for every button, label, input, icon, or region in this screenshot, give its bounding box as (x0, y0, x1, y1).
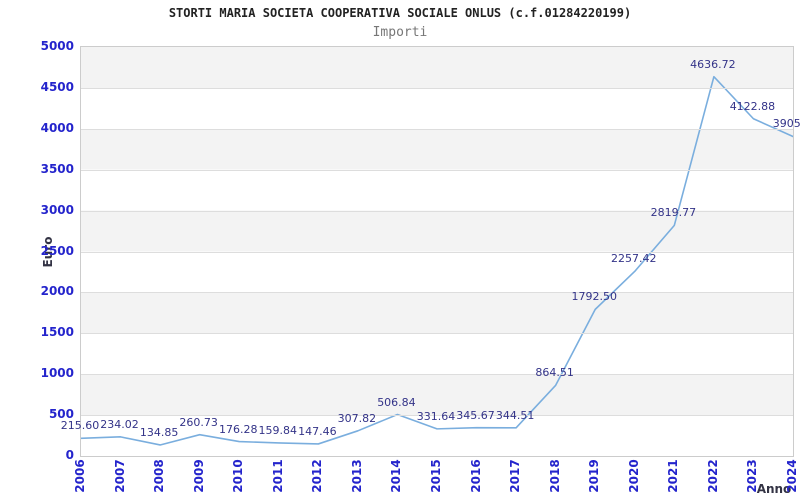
x-tick-label: 2021 (666, 459, 681, 493)
chart-title: STORTI MARIA SOCIETA COOPERATIVA SOCIALE… (168, 6, 632, 20)
gridline (81, 251, 793, 253)
y-tick-label: 5000 (40, 39, 74, 53)
y-tick-label: 4500 (40, 79, 74, 94)
y-tick-label: 1500 (40, 325, 74, 340)
data-point-label: 215.60 (60, 419, 100, 433)
data-point-label: 147.46 (298, 424, 337, 438)
x-axis-title: Anno (756, 482, 792, 496)
x-tick-label: 2015 (429, 459, 443, 493)
x-tick-label: 2014 (389, 459, 404, 493)
line-series-svg (81, 75, 793, 446)
data-point-label: 331.64 (416, 409, 456, 423)
data-point-label: 864.51 (535, 366, 574, 380)
data-point-label: 176.28 (218, 422, 258, 436)
gridline (81, 128, 793, 130)
gridline (81, 415, 793, 417)
x-tick-label: 2008 (152, 459, 167, 493)
y-tick-label: 2500 (40, 243, 74, 258)
data-point-label: 260.73 (179, 415, 218, 429)
gridline (81, 210, 793, 212)
data-point-label: 1792.50 (571, 290, 617, 304)
x-tick-label: 2023 (745, 459, 760, 493)
y-tick-label: 1000 (40, 366, 74, 381)
gridline (81, 333, 793, 335)
data-point-label: 307.82 (337, 411, 377, 425)
data-point-label: 2257.42 (611, 252, 657, 266)
data-point-label: 506.84 (377, 395, 416, 409)
data-point-label: 134.85 (139, 425, 179, 439)
y-tick-label: 500 (48, 407, 74, 422)
x-tick-label: 2017 (508, 459, 523, 493)
line-series (81, 75, 793, 446)
x-tick-label: 2020 (626, 459, 641, 493)
x-tick-label: 2006 (73, 459, 87, 493)
y-tick-label: 4000 (40, 120, 74, 135)
y-tick-label: 2000 (40, 284, 74, 299)
gridline (81, 169, 793, 171)
x-tick-label: 2016 (468, 459, 483, 493)
y-tick-label: 3500 (40, 161, 74, 176)
y-tick-label: 0 (65, 448, 74, 462)
data-point-label: 344.51 (495, 408, 535, 422)
gridline (81, 87, 793, 89)
data-point-label: 345.67 (456, 408, 495, 422)
x-tick-label: 2024 (785, 459, 799, 493)
x-tick-label: 2007 (112, 459, 127, 493)
data-point-label: 4636.72 (690, 57, 736, 71)
data-point-label: 2819.77 (650, 206, 697, 220)
gridline (81, 374, 793, 376)
data-point-label: 3905.9 (772, 117, 800, 131)
x-tick-label: 2011 (270, 459, 285, 493)
plot-area (80, 46, 794, 457)
data-point-label: 159.84 (258, 423, 298, 437)
y-tick-label: 3000 (40, 202, 74, 217)
gridline (81, 292, 793, 294)
x-tick-label: 2018 (547, 459, 562, 493)
data-point-label: 234.02 (100, 417, 139, 431)
x-tick-label: 2013 (349, 459, 364, 493)
chart-subtitle: Importi (372, 25, 428, 40)
x-tick-label: 2022 (705, 459, 720, 493)
x-tick-label: 2012 (310, 459, 325, 493)
x-tick-label: 2010 (231, 459, 246, 493)
x-tick-label: 2009 (191, 459, 206, 493)
x-tick-label: 2019 (587, 459, 602, 493)
data-point-label: 4122.88 (729, 99, 776, 113)
